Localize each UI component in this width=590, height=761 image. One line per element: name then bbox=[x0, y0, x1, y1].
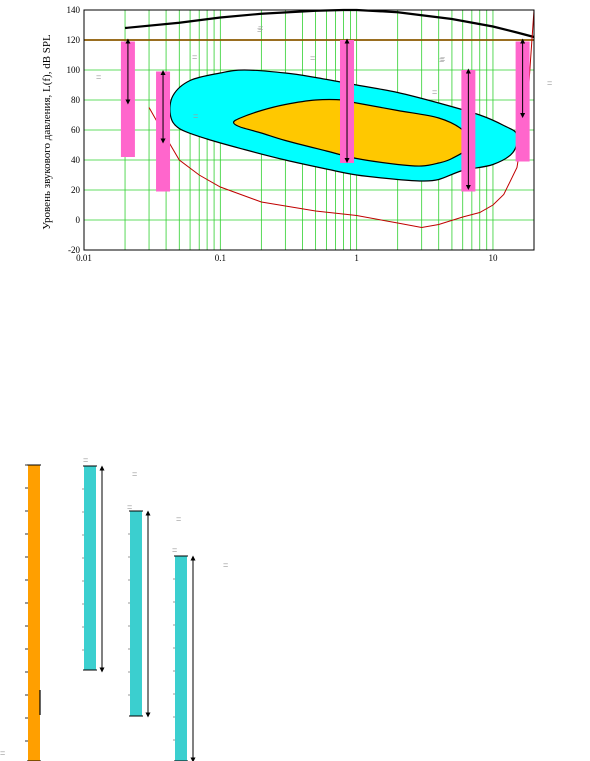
equals-mark: = bbox=[193, 111, 198, 121]
equals-mark: = bbox=[96, 72, 101, 82]
y-tick-label: 120 bbox=[67, 35, 81, 45]
equals-mark: = bbox=[176, 514, 181, 524]
column-cyan-3 bbox=[175, 556, 187, 761]
equals-mark: = bbox=[127, 502, 132, 512]
equals-mark: = bbox=[132, 469, 137, 479]
equals-mark: = bbox=[223, 560, 228, 570]
x-tick-label: 0.01 bbox=[76, 253, 92, 263]
series-pain-threshold bbox=[124, 8, 535, 39]
column-orange bbox=[28, 465, 40, 761]
y-tick-label: 100 bbox=[67, 65, 81, 75]
equals-mark: = bbox=[172, 545, 177, 555]
y-tick-label: 140 bbox=[67, 5, 81, 15]
equals-mark: = bbox=[0, 748, 5, 758]
y-tick-label: 40 bbox=[71, 155, 81, 165]
y-tick-label: 20 bbox=[71, 185, 81, 195]
equals-mark: = bbox=[310, 53, 315, 63]
equals-mark: = bbox=[258, 23, 263, 33]
y-tick-label: 0 bbox=[76, 215, 81, 225]
x-tick-label: 0.1 bbox=[215, 253, 226, 263]
equals-mark: = bbox=[432, 87, 437, 97]
equals-mark: = bbox=[439, 55, 444, 65]
plot-frame bbox=[83, 9, 535, 251]
y-tick-label: 60 bbox=[71, 125, 81, 135]
y-axis-label: Уровень звукового давления, L(f), dB SPL bbox=[41, 34, 53, 230]
y-tick-label: -20 bbox=[68, 245, 80, 255]
chart-columns bbox=[25, 464, 196, 761]
equals-mark: = bbox=[547, 78, 552, 88]
x-tick-label: 10 bbox=[488, 253, 498, 263]
column-cyan-1 bbox=[84, 466, 96, 670]
equals-mark: = bbox=[83, 455, 88, 465]
column-cyan-2 bbox=[130, 511, 142, 716]
equals-mark: = bbox=[440, 54, 445, 64]
x-tick-label: 1 bbox=[354, 253, 359, 263]
series-hearing-threshold bbox=[148, 9, 535, 229]
chart-marks: === ============== bbox=[0, 23, 552, 758]
equals-mark: = bbox=[192, 52, 197, 62]
y-tick-label: 80 bbox=[71, 95, 81, 105]
equals-mark: = bbox=[257, 25, 262, 35]
chart-bars bbox=[120, 38, 530, 192]
chart-axes: 0.01 0.1 1 10 -20 0 20 40 60 80 100 120 140 bbox=[67, 5, 535, 263]
